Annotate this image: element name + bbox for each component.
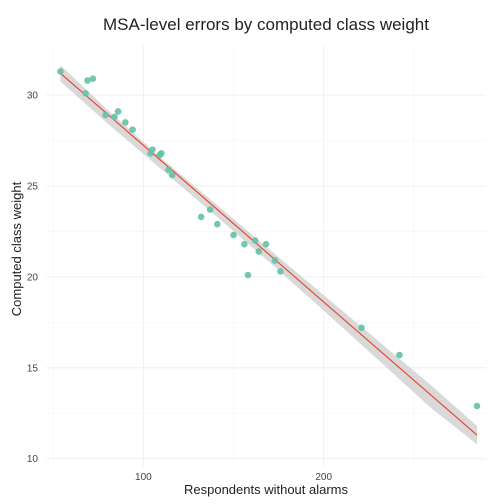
y-tick-label: 20 — [27, 272, 39, 283]
data-point — [122, 119, 129, 126]
x-axis-title: Respondents without alarms — [184, 482, 349, 497]
x-tick-label: 200 — [315, 472, 332, 483]
data-point — [57, 68, 64, 75]
x-tick-label: 100 — [135, 472, 152, 483]
data-point — [89, 75, 97, 83]
data-point — [168, 171, 176, 179]
data-point — [230, 231, 237, 239]
data-point — [241, 240, 248, 248]
tick-labels: 100 200 10 15 20 25 30 — [27, 91, 333, 483]
data-point — [358, 324, 365, 332]
data-point — [206, 206, 214, 213]
grid — [46, 46, 486, 466]
fit-line-layer — [60, 72, 478, 436]
y-tick-label: 15 — [27, 363, 39, 374]
data-point — [214, 220, 221, 228]
data-point — [114, 108, 122, 115]
data-point — [149, 146, 156, 153]
data-point — [262, 240, 270, 248]
data-point — [251, 237, 259, 244]
data-point — [111, 113, 118, 121]
points-layer — [57, 68, 481, 410]
y-axis-title: Computed class weight — [9, 181, 24, 316]
data-point — [82, 89, 89, 97]
y-tick-label: 25 — [27, 182, 39, 193]
data-point — [396, 351, 403, 359]
data-point — [277, 268, 284, 275]
data-point — [102, 111, 109, 119]
chart-title: MSA-level errors by computed class weigh… — [103, 15, 429, 34]
data-point — [129, 126, 136, 133]
data-point — [84, 77, 91, 84]
data-point — [158, 149, 165, 157]
fit-line — [60, 72, 478, 436]
data-point — [255, 248, 263, 255]
data-point — [244, 271, 252, 279]
data-point — [271, 257, 279, 264]
data-point — [165, 166, 172, 173]
y-tick-label: 10 — [27, 454, 39, 465]
data-point — [473, 402, 481, 410]
data-point — [197, 213, 205, 221]
y-tick-label: 30 — [27, 91, 39, 102]
